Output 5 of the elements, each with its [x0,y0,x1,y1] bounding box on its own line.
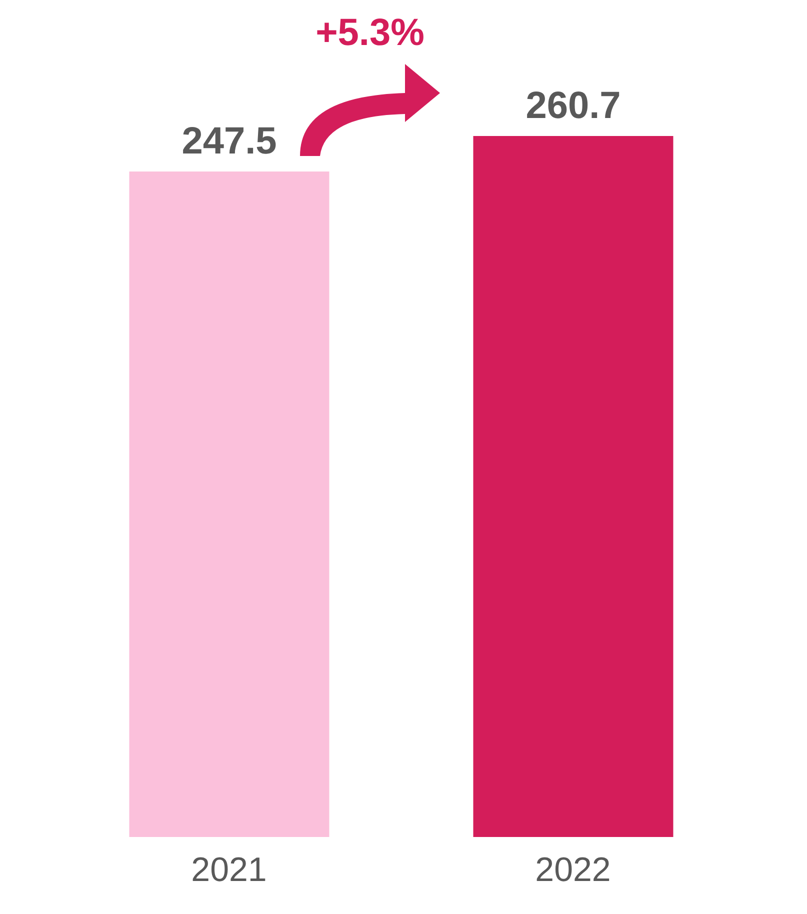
x-tick-label: 2022 [535,851,611,890]
text: +5.3% [314,12,426,55]
x-tick-label: 2021 [191,851,267,890]
data-label: 247.5 [182,120,277,162]
data-label: 260.7 [526,85,621,127]
